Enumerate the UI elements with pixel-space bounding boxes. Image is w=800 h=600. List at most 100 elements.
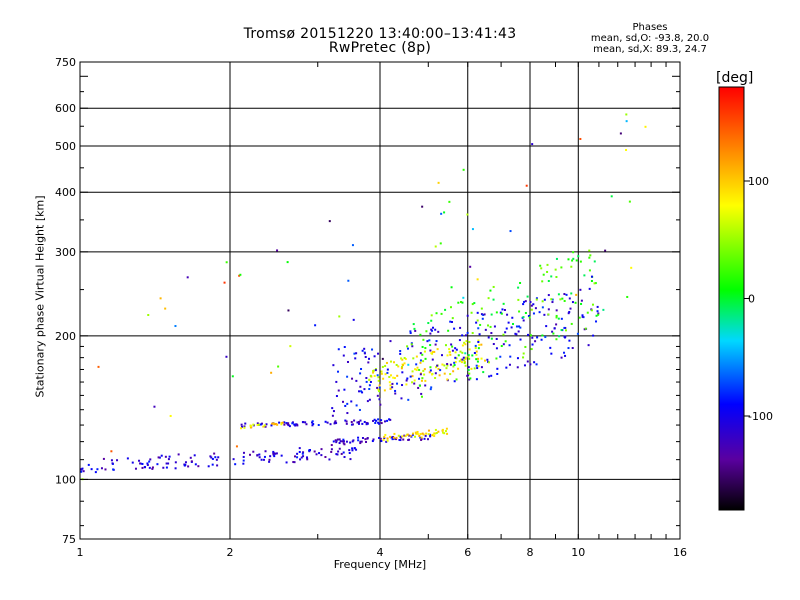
data-point <box>583 328 586 331</box>
data-point <box>126 457 129 460</box>
data-point <box>368 357 371 360</box>
data-point <box>431 373 434 376</box>
data-point <box>534 340 537 343</box>
data-point <box>421 345 424 348</box>
data-point <box>555 276 558 279</box>
data-point <box>301 452 304 455</box>
data-point <box>544 336 547 339</box>
data-point <box>430 314 433 317</box>
data-point <box>260 422 263 425</box>
data-point <box>305 423 308 426</box>
data-point <box>110 450 113 453</box>
data-point <box>480 313 483 316</box>
data-point <box>242 451 245 454</box>
data-point <box>383 389 386 392</box>
data-point <box>444 344 447 347</box>
data-point <box>283 423 286 426</box>
data-point <box>501 308 504 311</box>
data-point <box>477 327 480 330</box>
data-point <box>336 438 339 441</box>
data-point <box>471 354 474 357</box>
data-point <box>487 336 490 339</box>
data-point <box>545 325 548 328</box>
data-point <box>415 355 418 358</box>
data-point <box>487 361 490 364</box>
data-point <box>337 450 340 453</box>
data-point <box>249 425 252 428</box>
data-point <box>388 418 391 421</box>
data-point <box>423 368 426 371</box>
data-point <box>588 256 591 259</box>
data-point <box>382 377 385 380</box>
data-point <box>298 450 301 453</box>
data-point <box>380 370 383 373</box>
data-point <box>422 360 425 363</box>
data-point <box>590 280 593 283</box>
data-point <box>272 452 275 455</box>
data-point <box>193 454 196 457</box>
data-point <box>541 280 544 283</box>
data-point <box>479 323 482 326</box>
data-point <box>335 395 338 398</box>
data-point <box>401 358 404 361</box>
data-point <box>429 369 432 372</box>
data-point <box>471 228 474 231</box>
data-point <box>547 294 550 297</box>
data-point <box>588 287 591 290</box>
data-point <box>302 451 305 454</box>
data-point <box>90 468 93 471</box>
data-point <box>383 435 386 438</box>
data-point <box>499 355 502 358</box>
data-point <box>550 352 553 355</box>
data-point <box>242 459 245 462</box>
data-point <box>429 388 432 391</box>
data-point <box>346 402 349 405</box>
data-point <box>433 435 436 438</box>
data-point <box>505 327 508 330</box>
data-point <box>313 450 316 453</box>
data-point <box>568 310 571 313</box>
data-point <box>580 302 583 305</box>
data-point <box>558 335 561 338</box>
data-point <box>380 422 383 425</box>
data-point <box>258 453 261 456</box>
data-point <box>151 466 154 469</box>
data-point <box>571 347 574 350</box>
data-point <box>547 280 550 283</box>
data-point <box>242 462 245 465</box>
data-point <box>373 374 376 377</box>
data-point <box>502 302 505 305</box>
data-point <box>568 297 571 300</box>
data-point <box>567 312 570 315</box>
data-point <box>443 211 446 214</box>
phase-stats-x: mean, sd,X: 89.3, 24.7 <box>593 44 707 55</box>
data-point <box>401 384 404 387</box>
data-point <box>174 467 177 470</box>
data-point <box>280 422 283 425</box>
data-point <box>378 398 381 401</box>
data-point <box>378 386 381 389</box>
data-point <box>287 309 290 312</box>
data-point <box>412 357 415 360</box>
data-point <box>431 326 434 329</box>
data-point <box>549 346 552 349</box>
data-point <box>306 458 309 461</box>
data-point <box>328 220 331 223</box>
data-point <box>426 438 429 441</box>
data-point <box>571 259 574 262</box>
data-point <box>423 373 426 376</box>
data-point <box>575 259 578 262</box>
data-point <box>414 435 417 438</box>
data-point <box>311 420 314 423</box>
data-point <box>597 312 600 315</box>
data-point <box>256 422 259 425</box>
data-point <box>519 281 522 284</box>
data-point <box>333 422 336 425</box>
data-point <box>392 376 395 379</box>
data-point <box>164 455 167 458</box>
data-point <box>550 275 553 278</box>
data-point <box>347 279 350 282</box>
data-point <box>523 364 526 367</box>
data-point <box>430 328 433 331</box>
data-point <box>348 451 351 454</box>
